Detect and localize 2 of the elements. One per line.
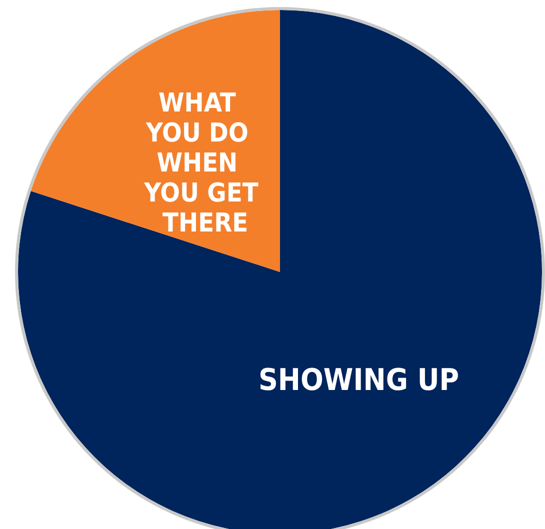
slice-label: SHOWING UP — [258, 362, 460, 398]
slice-label: WHAT YOU DO WHEN YOU GET THERE — [143, 88, 258, 239]
